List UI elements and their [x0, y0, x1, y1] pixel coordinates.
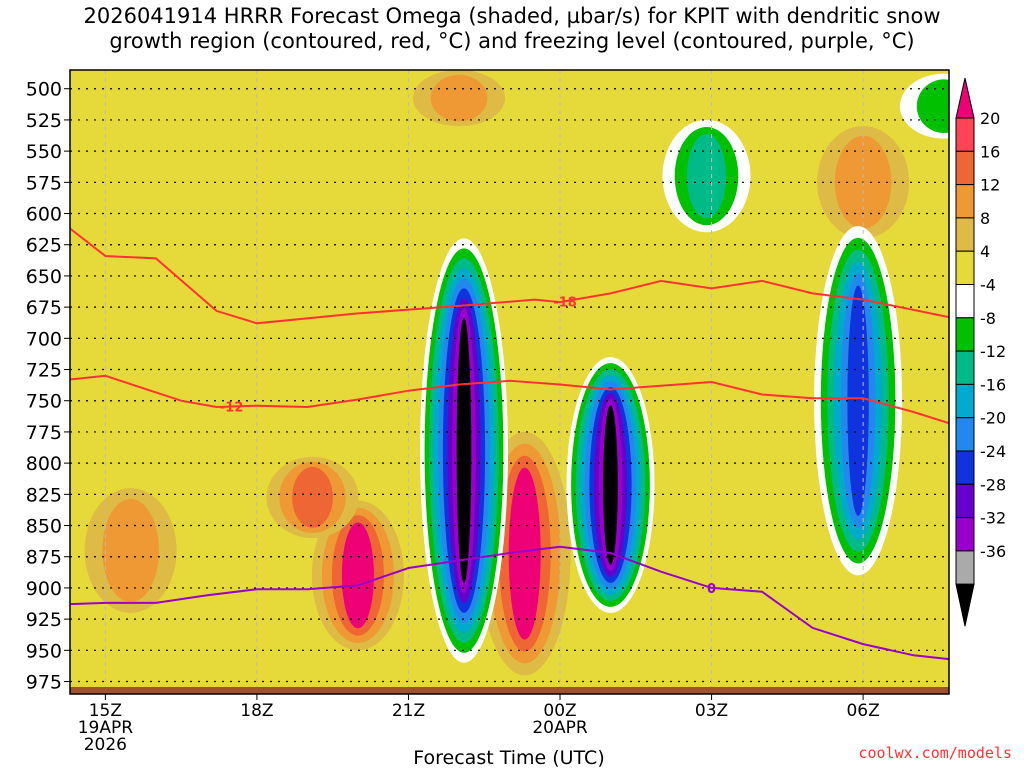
x-tick-label-03Z: 03Z	[695, 701, 728, 721]
x-tick-label-18Z: 18Z	[240, 701, 273, 721]
x-tick-label-06Z: 06Z	[846, 701, 879, 721]
colorbar-label-2: 12	[980, 176, 1000, 195]
omega-feature-3-level-1	[430, 74, 488, 122]
x-tick-label-00Z: 00Z	[543, 701, 576, 721]
colorbar-label-1: 16	[980, 142, 1000, 161]
colorbar-label-10: -24	[980, 442, 1006, 461]
omega-feature-6-level-8	[456, 318, 472, 584]
colorbar-band-13	[955, 550, 975, 585]
colorbar-label-11: -28	[980, 475, 1006, 494]
omega-feature-8-level-2	[686, 134, 727, 219]
colorbar-band-8	[955, 383, 975, 419]
contour-line-0	[70, 545, 949, 661]
colorbar-label-9: -20	[980, 409, 1006, 428]
plot-area: -18 -12 0	[69, 69, 950, 695]
y-tick-label-550: 550	[26, 141, 62, 163]
y-tick-label-650: 650	[26, 266, 62, 288]
colorbar-label-5: -4	[980, 276, 996, 295]
y-tick-label-800: 800	[26, 453, 62, 475]
plot-frame	[69, 69, 950, 695]
colorbar-band-4	[955, 250, 975, 285]
y-tick-label-525: 525	[26, 110, 62, 132]
y-tick-label-950: 950	[26, 640, 62, 662]
y-axis: 500 525 550 575 600 625 650 675 700 725 750 775 800 8…	[26, 79, 70, 694]
colorbar-label-13: -36	[980, 542, 1006, 561]
x-tick-label-21Z: 21Z	[392, 701, 425, 721]
colorbar-band-10	[955, 450, 975, 485]
contour-label--12: -12	[220, 400, 244, 415]
colorbar-band-7	[955, 350, 975, 385]
colorbar-label-7: -12	[980, 342, 1006, 361]
colorbar-band-12	[955, 517, 975, 552]
colorbar-bottom-extension	[955, 583, 975, 627]
contour-label--18: -18	[553, 295, 577, 310]
colorbar-band-1	[955, 150, 975, 186]
y-tick-label-900: 900	[26, 578, 62, 600]
colorbar-band-6	[955, 317, 975, 352]
y-tick-label-625: 625	[26, 235, 62, 257]
omega-feature-2-level-2	[292, 467, 333, 528]
colorbar-band-3	[955, 217, 975, 252]
colorbar-band-2	[955, 184, 975, 219]
x-year-label: 2026	[84, 735, 127, 755]
colorbar-label-0: 20	[980, 109, 1000, 128]
chart-title-line-2: growth region (contoured, red, °C) and f…	[109, 29, 915, 53]
omega-feature-5-level-1	[102, 498, 159, 603]
x-date-label-20APR: 20APR	[532, 718, 588, 738]
omega-feature-0-level-3	[508, 467, 541, 640]
colorbar: 20 16 12 8 4 -4 -8 -12 -16 -20 -24 -28 -32 -36	[955, 77, 1006, 627]
y-tick-label-825: 825	[26, 484, 62, 506]
colorbar-top-extension	[955, 77, 975, 119]
y-tick-label-600: 600	[26, 204, 62, 226]
colorbar-band-11	[955, 483, 975, 519]
contour-line--12	[70, 374, 949, 425]
contour-line--18	[70, 227, 949, 325]
y-tick-label-500: 500	[26, 79, 62, 101]
colorbar-band-5	[955, 284, 975, 319]
x-date-label-19APR: 19APR	[78, 718, 134, 738]
y-tick-label-675: 675	[26, 297, 62, 319]
y-tick-label-575: 575	[26, 172, 62, 194]
y-tick-label-725: 725	[26, 360, 62, 382]
y-tick-label-975: 975	[26, 672, 62, 694]
y-tick-label-850: 850	[26, 516, 62, 538]
x-tick-label-15Z: 15Z	[89, 701, 122, 721]
site-credit: coolwx.com/models	[858, 744, 1012, 762]
colorbar-band-0	[955, 117, 975, 152]
y-tick-label-925: 925	[26, 609, 62, 631]
colorbar-label-8: -16	[980, 375, 1006, 394]
y-tick-label-875: 875	[26, 547, 62, 569]
colorbar-label-3: 8	[980, 209, 990, 228]
omega-feature-1-level-3	[341, 522, 374, 629]
y-tick-label-775: 775	[26, 422, 62, 444]
chart-title-line-1: 2026041914 HRRR Forecast Omega (shaded, …	[83, 4, 941, 28]
contour-label-0: 0	[707, 582, 716, 597]
colorbar-label-4: 4	[980, 242, 990, 261]
y-tick-label-700: 700	[26, 328, 62, 350]
omega-feature-10-level-1	[916, 79, 949, 133]
colorbar-label-6: -8	[980, 309, 996, 328]
ground-surface	[70, 687, 949, 694]
colorbar-band-9	[955, 417, 975, 452]
contours: -18 -12 0	[70, 227, 949, 661]
omega-feature-7-level-8	[603, 405, 618, 565]
colorbar-label-12: -32	[980, 509, 1006, 528]
x-axis-label: Forecast Time (UTC)	[413, 747, 604, 768]
y-tick-label-750: 750	[26, 391, 62, 413]
omega-feature-9-level-5	[847, 285, 869, 516]
chart-title: 2026041914 HRRR Forecast Omega (shaded, …	[0, 4, 1024, 54]
